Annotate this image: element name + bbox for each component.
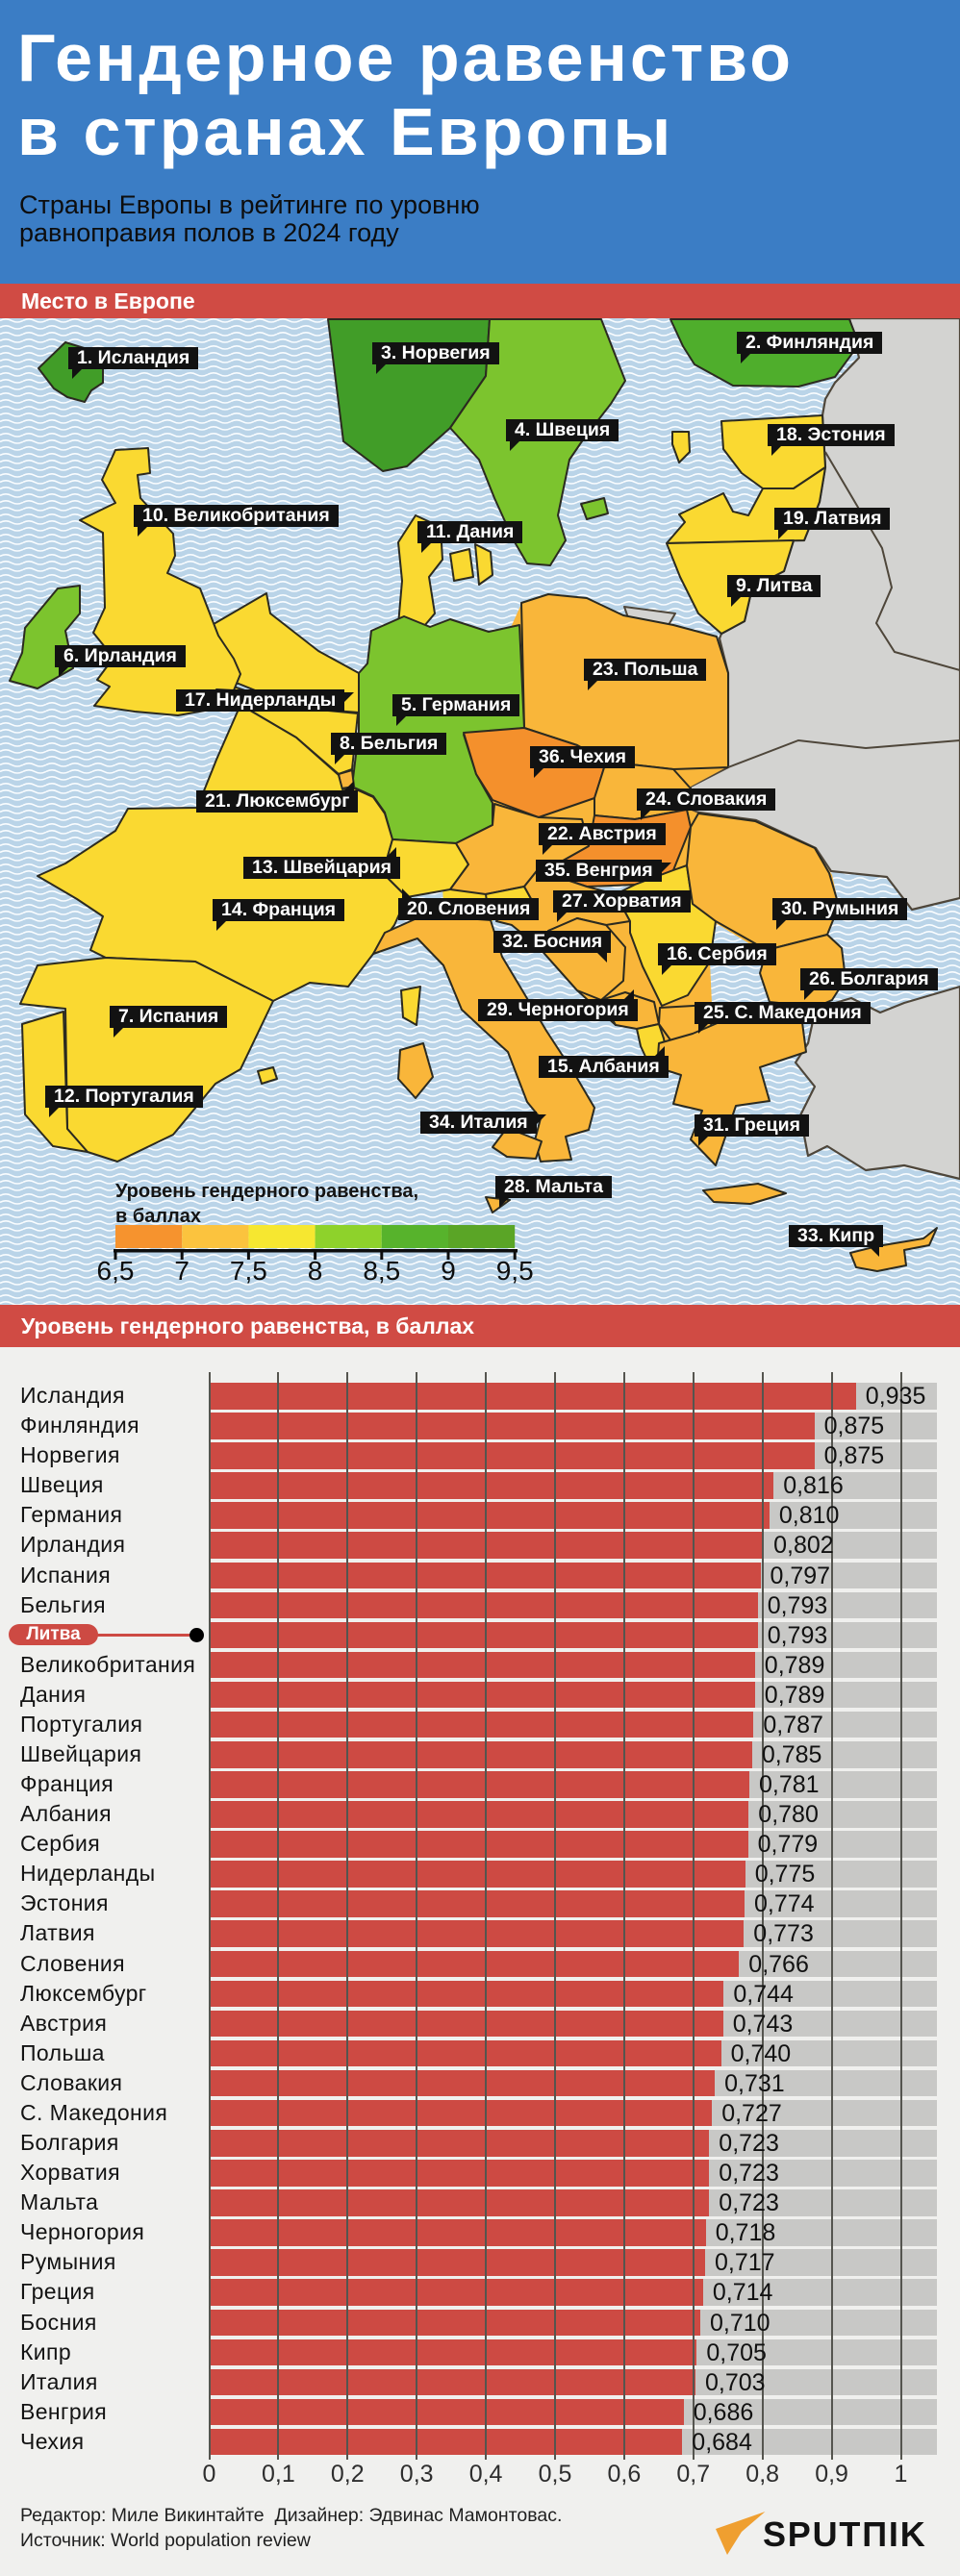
svg-text:8: 8 xyxy=(308,1256,323,1286)
svg-text:9: 9 xyxy=(441,1256,456,1286)
svg-text:8,5: 8,5 xyxy=(363,1256,400,1286)
svg-text:в баллах: в баллах xyxy=(115,1206,201,1227)
svg-text:Уровень гендерного равенства,: Уровень гендерного равенства, xyxy=(115,1181,418,1202)
svg-text:SPUTПIK: SPUTПIK xyxy=(763,2514,927,2554)
svg-text:6,5: 6,5 xyxy=(97,1256,135,1286)
svg-text:7,5: 7,5 xyxy=(230,1256,267,1286)
svg-text:9,5: 9,5 xyxy=(496,1256,534,1286)
svg-text:7: 7 xyxy=(174,1256,189,1286)
